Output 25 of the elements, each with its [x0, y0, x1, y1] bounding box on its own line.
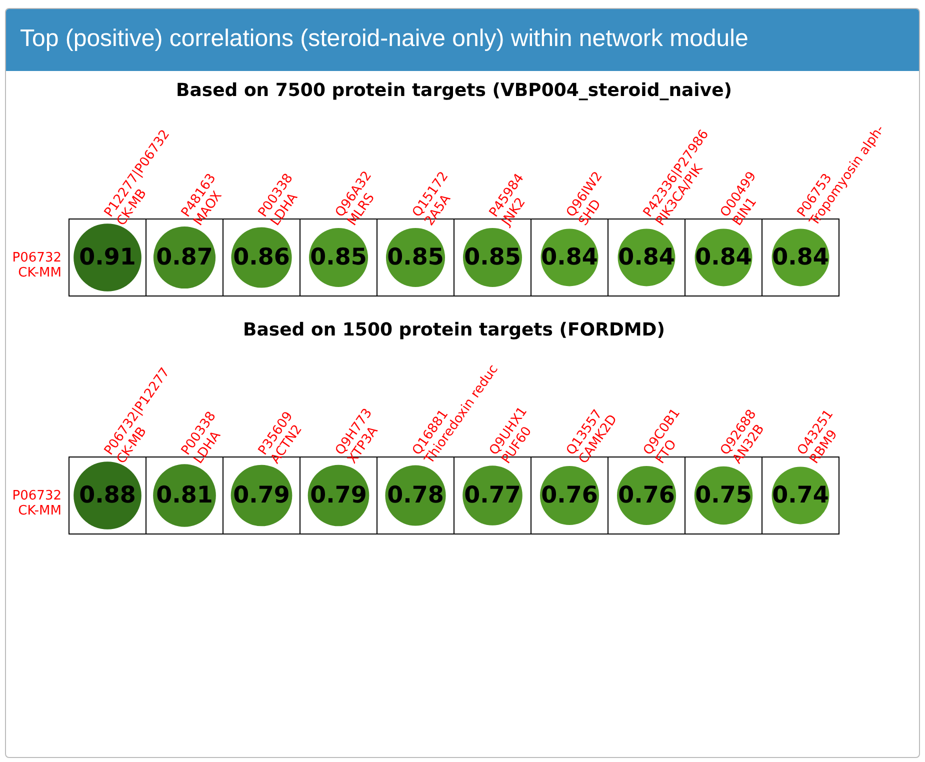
data-label: 0.84 [618, 244, 675, 270]
data-label: 0.78 [387, 482, 444, 508]
data-label: 0.85 [387, 244, 444, 270]
data-label: 0.77 [464, 482, 521, 508]
data-label: 0.85 [310, 244, 367, 270]
data-label: 0.86 [233, 244, 290, 270]
data-label: 0.75 [695, 482, 752, 508]
chart-subtitle: Based on 7500 protein targets (VBP004_steroid_naive) [176, 80, 732, 102]
data-label: 0.85 [464, 244, 521, 270]
data-label: 0.84 [695, 244, 752, 270]
data-label: 0.79 [310, 482, 367, 508]
data-label: 0.76 [618, 482, 675, 508]
chart-title: Top (positive) correlations (steroid-naive only) within network module [6, 9, 919, 71]
data-label: 0.76 [541, 482, 598, 508]
data-label: 0.87 [156, 244, 213, 270]
data-label: 0.81 [156, 482, 213, 508]
y-tick-label: P06732 CK-MM [12, 488, 62, 518]
chart-title: Based on 1500 protein targets (FORDMD) [243, 320, 665, 341]
data-label: 0.88 [79, 482, 136, 508]
data-label: 0.91 [79, 244, 136, 270]
y-tick-label: P06732 CK-MM [12, 250, 62, 280]
data-label: 0.84 [772, 244, 829, 270]
data-label: 0.74 [772, 482, 829, 508]
data-label: 0.79 [233, 482, 290, 508]
data-label: 0.84 [541, 244, 598, 270]
